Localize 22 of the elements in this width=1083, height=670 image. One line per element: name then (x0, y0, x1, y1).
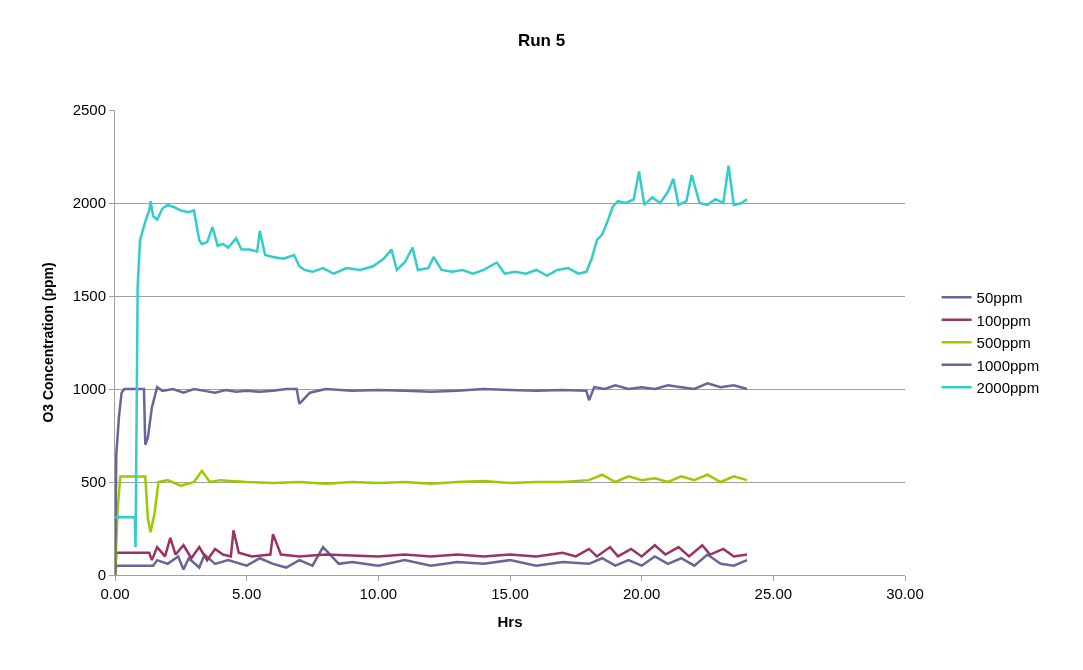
x-tick-label: 20.00 (622, 585, 661, 602)
x-tick-label: 15.00 (491, 585, 529, 602)
x-tick-label: 30.00 (886, 585, 924, 602)
y-axis-title: O3 Concentration (ppm) (40, 262, 57, 423)
x-tick-label: 5.00 (232, 585, 262, 602)
line-series (115, 164, 749, 549)
y-tick-label: 2000 (72, 194, 106, 212)
legend-label: 50ppm (976, 289, 1023, 307)
x-axis-title: Hrs (497, 613, 523, 630)
x-tick-label: 25.00 (754, 585, 793, 602)
chart-title: Run 5 (517, 31, 566, 51)
y-tick-label: 2500 (72, 101, 106, 119)
legend-label: 2000ppm (976, 379, 1040, 397)
y-tick-label: 1000 (72, 380, 106, 398)
legend-label: 100ppm (976, 311, 1031, 329)
y-tick-label: 500 (80, 473, 106, 491)
legend-label: 500ppm (976, 334, 1031, 352)
x-tick-label: 10.00 (359, 585, 398, 602)
x-tick-label: 0.00 (100, 585, 130, 602)
y-tick-label: 1500 (72, 287, 106, 305)
legend-label: 1000ppm (976, 356, 1040, 374)
y-tick-label: 0 (97, 566, 106, 584)
